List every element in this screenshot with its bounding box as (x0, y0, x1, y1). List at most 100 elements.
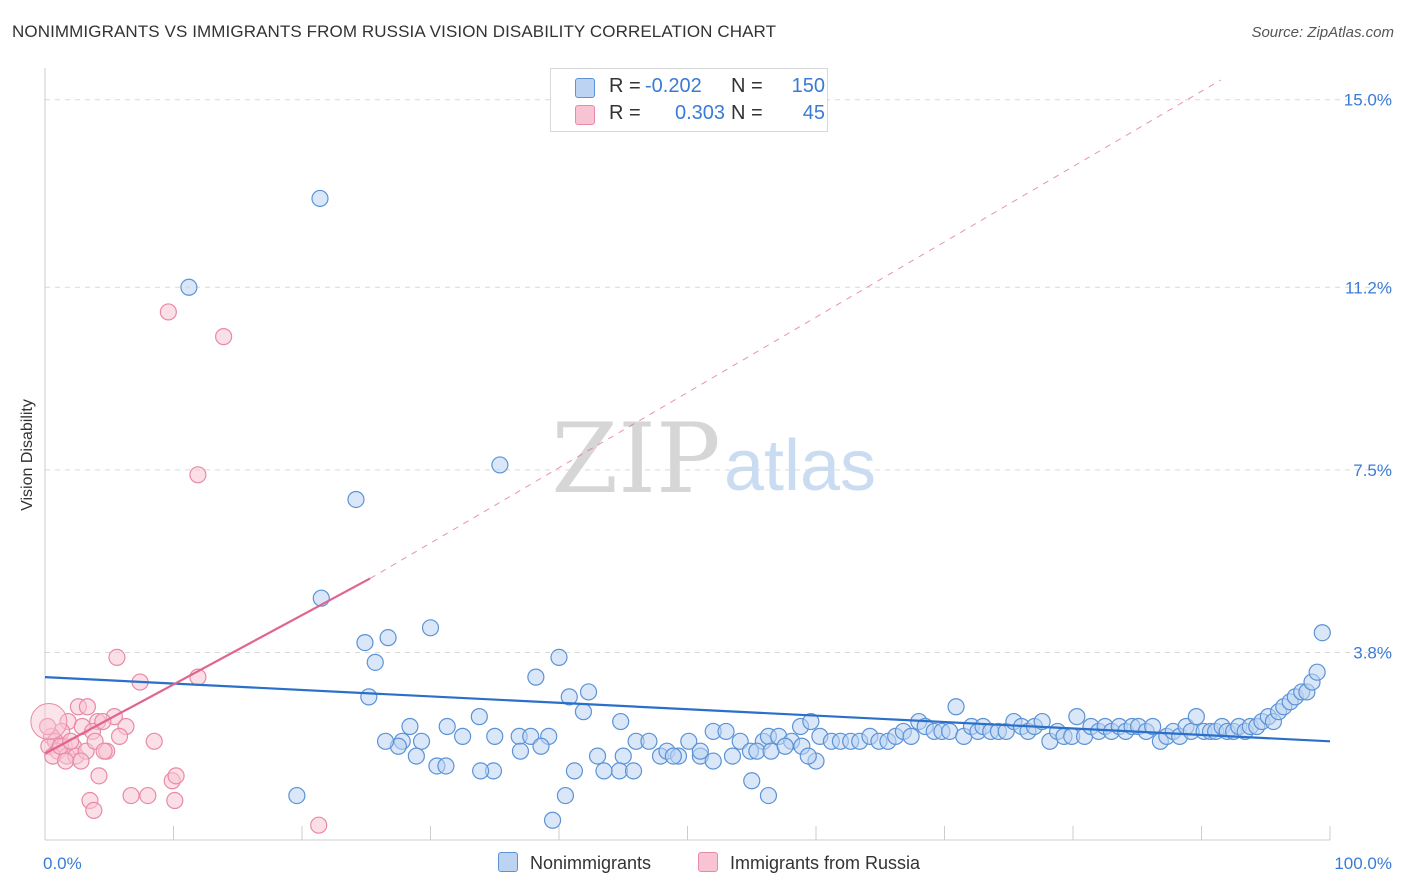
point-nonimmigrants (614, 747, 632, 765)
point-immigrants-russia (145, 732, 163, 750)
point-nonimmigrants (550, 648, 568, 667)
point-nonimmigrants (588, 747, 607, 765)
point-nonimmigrants (311, 189, 329, 208)
point-immigrants-russia (78, 698, 97, 716)
point-nonimmigrants (532, 737, 550, 755)
x-tick-label-max: 100.0% (1334, 854, 1392, 873)
point-immigrants-russia (167, 767, 185, 785)
point-immigrants-russia (189, 466, 207, 484)
point-immigrants-russia (72, 752, 90, 770)
legend-item-immigrants-russia[interactable]: Immigrants from Russia (698, 852, 920, 874)
point-nonimmigrants (1068, 708, 1086, 726)
point-immigrants-russia (166, 791, 184, 810)
point-nonimmigrants (902, 727, 920, 745)
point-nonimmigrants (680, 732, 698, 750)
point-immigrants-russia (56, 752, 75, 770)
point-nonimmigrants (401, 717, 419, 736)
legend-label: Nonimmigrants (530, 853, 652, 873)
y-tick-label: 11.2% (1345, 278, 1392, 297)
point-nonimmigrants (360, 688, 378, 706)
source-label: Source: ZipAtlas.com (1251, 24, 1394, 41)
point-nonimmigrants (743, 772, 761, 790)
point-nonimmigrants (565, 762, 584, 780)
point-nonimmigrants (407, 747, 425, 765)
point-nonimmigrants (1308, 663, 1326, 681)
point-nonimmigrants (560, 688, 578, 706)
correlation-legend: R = -0.202 N = 150 R = 0.303 N = 45 (550, 68, 828, 132)
y-axis-label: Vision Disability (19, 399, 36, 511)
point-nonimmigrants (704, 752, 722, 770)
point-nonimmigrants (799, 747, 817, 765)
point-immigrants-russia (85, 801, 103, 819)
point-nonimmigrants (421, 619, 440, 637)
point-nonimmigrants (776, 737, 794, 755)
point-nonimmigrants (759, 786, 778, 805)
legend-n-value: 45 (802, 102, 825, 124)
series-legend: Nonimmigrants Immigrants from Russia (0, 852, 1406, 878)
point-nonimmigrants (356, 633, 374, 652)
legend-label: Immigrants from Russia (730, 853, 921, 873)
point-nonimmigrants (543, 811, 562, 829)
point-nonimmigrants (691, 742, 709, 760)
y-tick-label: 7.5% (1353, 461, 1392, 480)
point-nonimmigrants (366, 653, 384, 671)
point-nonimmigrants (1313, 624, 1331, 642)
point-nonimmigrants (723, 747, 742, 765)
point-nonimmigrants (454, 727, 472, 745)
point-nonimmigrants (470, 708, 488, 726)
point-immigrants-russia (139, 786, 157, 805)
point-immigrants-russia (310, 816, 328, 834)
point-immigrants-russia (110, 727, 129, 745)
chart-title: NONIMMIGRANTS VS IMMIGRANTS FROM RUSSIA … (12, 22, 777, 41)
point-nonimmigrants (640, 732, 658, 750)
legend-item-nonimmigrants[interactable]: Nonimmigrants (498, 852, 651, 874)
point-nonimmigrants (1033, 712, 1051, 731)
legend-swatch-pink (698, 852, 718, 872)
point-nonimmigrants (438, 717, 456, 736)
legend-r-value: -0.202 (645, 75, 702, 97)
point-immigrants-russia (122, 786, 140, 805)
point-immigrants-russia (159, 303, 177, 321)
point-nonimmigrants (486, 727, 504, 745)
point-nonimmigrants (717, 722, 735, 741)
legend-n-label: N = (731, 102, 763, 124)
trend-line-nonimmigrants (44, 676, 1331, 743)
x-tick-label-min: 0.0% (43, 854, 82, 873)
legend-n-value: 150 (791, 75, 825, 97)
legend-swatch-blue (498, 852, 518, 872)
point-nonimmigrants (556, 786, 575, 805)
trend-line-immigrants-russia (44, 577, 371, 755)
point-nonimmigrants (947, 698, 965, 716)
legend-swatch-blue (575, 78, 595, 98)
point-nonimmigrants (511, 742, 530, 760)
point-immigrants-russia (38, 717, 57, 736)
point-nonimmigrants (664, 747, 682, 765)
point-nonimmigrants (491, 456, 509, 474)
point-nonimmigrants (527, 668, 545, 686)
watermark-atlas: atlas (724, 426, 876, 506)
legend-r-label: R = (609, 102, 641, 124)
legend-r-label: R = (609, 75, 641, 97)
point-nonimmigrants (612, 712, 630, 731)
point-nonimmigrants (437, 757, 455, 775)
trend-line-extension-immigrants-russia (369, 79, 1222, 579)
y-tick-label: 3.8% (1353, 643, 1392, 662)
watermark-zip: ZIP (551, 403, 720, 515)
point-nonimmigrants (412, 732, 431, 750)
point-immigrants-russia (108, 648, 126, 667)
point-nonimmigrants (1144, 717, 1162, 736)
legend-n-label: N = (731, 75, 763, 97)
point-nonimmigrants (379, 629, 397, 647)
point-nonimmigrants (1187, 708, 1205, 726)
point-immigrants-russia (95, 742, 113, 760)
point-immigrants-russia-cluster (30, 703, 68, 741)
y-tick-label: 15.0% (1344, 91, 1392, 110)
legend-swatch-pink (575, 105, 595, 125)
point-nonimmigrants (376, 732, 395, 750)
point-immigrants-russia (215, 328, 233, 346)
point-nonimmigrants (288, 786, 306, 805)
legend-r-value: 0.303 (675, 102, 726, 124)
point-nonimmigrants (472, 762, 490, 780)
point-nonimmigrants (579, 683, 598, 701)
